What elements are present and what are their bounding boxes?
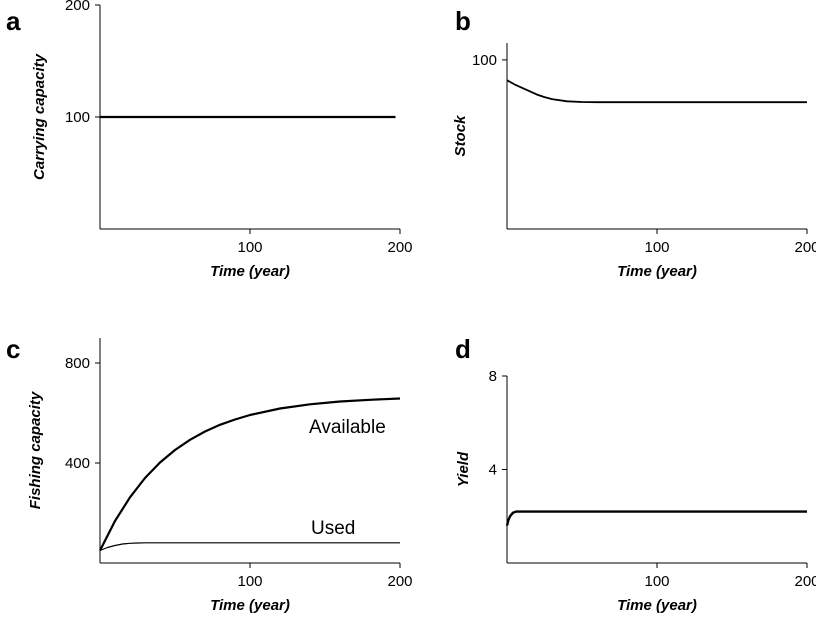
panel-d: d 100 200 4 8 Time (year) Yield [455, 334, 816, 614]
panel-letter-d: d [455, 334, 471, 364]
x-tick-label: 200 [794, 573, 816, 590]
y-tick-label: 4 [489, 462, 497, 479]
series-line-1 [505, 510, 807, 526]
panel-letter-a: a [6, 6, 21, 36]
y-tick-label: 400 [65, 455, 90, 472]
x-axis-title: Time (year) [210, 597, 290, 614]
x-axis-title: Time (year) [617, 597, 697, 614]
y-axis-title: Yield [455, 451, 472, 487]
x-tick-label: 100 [237, 239, 262, 256]
x-tick-label: 200 [387, 239, 412, 256]
y-tick-label: 800 [65, 355, 90, 372]
panel-c: c 100 200 400 800 Time (year) Fishing capacity… [6, 334, 413, 614]
series-line-1 [99, 397, 401, 551]
curve-label-available: Available [309, 417, 386, 438]
curve-label-used: Used [311, 518, 355, 539]
y-axis-title: Stock [452, 115, 469, 157]
panel-letter-c: c [6, 334, 20, 364]
x-tick-label: 200 [387, 573, 412, 590]
x-tick-label: 100 [644, 573, 669, 590]
panel-letter-b: b [455, 6, 471, 36]
y-axis-title: Carrying capacity [31, 53, 48, 180]
series-line-2 [99, 542, 400, 552]
x-tick-label: 100 [644, 239, 669, 256]
series-line-1 [506, 79, 807, 104]
x-tick-label: 200 [794, 239, 816, 256]
x-axis-title: Time (year) [617, 263, 697, 280]
y-tick-label: 100 [65, 109, 90, 126]
y-tick-label: 200 [65, 0, 90, 14]
y-axis-title: Fishing capacity [27, 391, 44, 509]
y-tick-label: 8 [489, 368, 497, 385]
y-tick-label: 100 [472, 52, 497, 69]
panel-a: a 100 200 100 200 Time (year) Carrying capacit… [6, 0, 413, 280]
x-axis-title: Time (year) [210, 263, 290, 280]
x-tick-label: 100 [237, 573, 262, 590]
